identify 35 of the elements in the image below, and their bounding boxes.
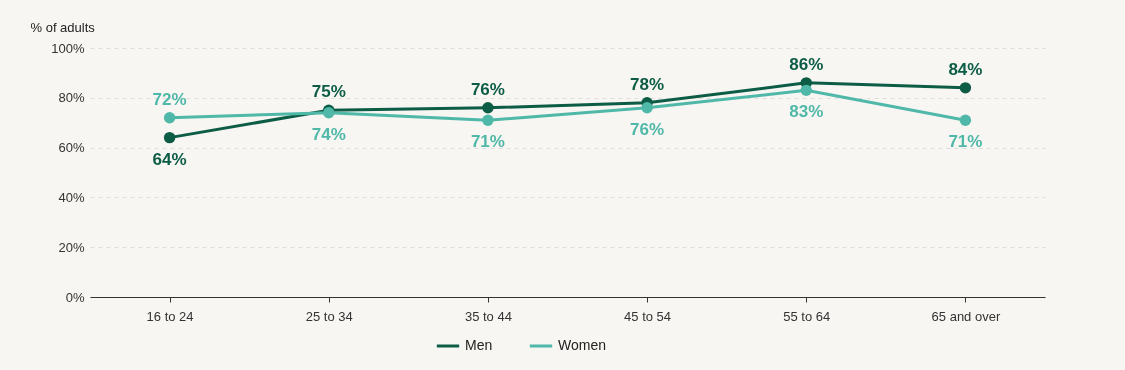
point [641, 102, 653, 114]
data-label: 71% [470, 132, 505, 152]
x-tick-label: 16 to 24 [146, 308, 194, 324]
legend-label: Women [558, 337, 606, 353]
data-label: 64% [152, 149, 187, 169]
data-label: 78% [630, 74, 665, 94]
data-label: 76% [630, 119, 665, 139]
y-tick-label: 0% [65, 289, 85, 305]
point [163, 112, 176, 124]
data-label: 84% [948, 59, 983, 79]
y-tick-label: 60% [58, 140, 85, 156]
data-label: 72% [152, 89, 187, 109]
x-tick-label: 65 and over [931, 308, 1001, 324]
data-label: 83% [789, 102, 824, 122]
point [959, 114, 972, 126]
point [482, 114, 494, 126]
point [959, 82, 972, 94]
y-tick-label: 100% [51, 40, 85, 56]
x-tick-label: 35 to 44 [464, 308, 512, 324]
y-tick-label: 20% [58, 239, 85, 255]
data-label: 74% [311, 124, 346, 144]
point [482, 102, 494, 114]
y-tick-label: 80% [58, 90, 85, 106]
data-label: 75% [311, 82, 346, 102]
data-label: 86% [789, 54, 824, 74]
data-label: 76% [470, 79, 505, 99]
point [163, 131, 176, 144]
x-tick-label: 55 to 64 [783, 308, 831, 324]
y-axis-title: % of adults [30, 19, 96, 35]
x-tick-label: 25 to 34 [305, 308, 353, 324]
x-tick-label: 45 to 54 [624, 308, 672, 324]
legend-label: Men [465, 337, 493, 353]
y-tick-label: 40% [58, 189, 85, 205]
point [800, 84, 812, 97]
data-label: 71% [948, 132, 983, 152]
